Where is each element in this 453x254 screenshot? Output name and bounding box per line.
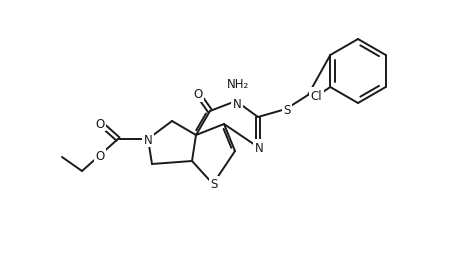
Text: NH₂: NH₂ xyxy=(227,78,249,91)
Text: N: N xyxy=(233,97,241,110)
Text: S: S xyxy=(283,104,291,117)
Text: Cl: Cl xyxy=(311,89,322,102)
Text: O: O xyxy=(96,149,105,162)
Text: O: O xyxy=(193,88,202,101)
Text: O: O xyxy=(96,117,105,130)
Text: S: S xyxy=(210,178,218,191)
Text: N: N xyxy=(255,141,263,154)
Text: N: N xyxy=(144,133,152,146)
